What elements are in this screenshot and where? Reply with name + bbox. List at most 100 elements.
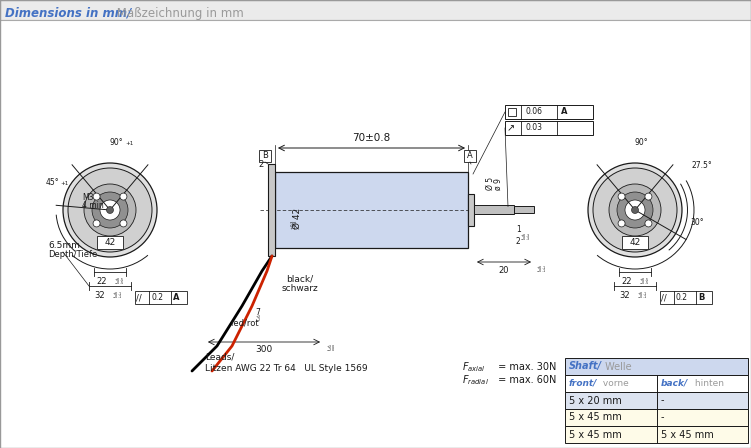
Circle shape [68, 168, 152, 252]
Text: Leads/: Leads/ [205, 353, 234, 362]
Text: $^{+0.1}_{-0.1}$: $^{+0.1}_{-0.1}$ [112, 290, 122, 301]
Text: = max. 30N: = max. 30N [495, 362, 556, 372]
Text: Shaft/: Shaft/ [569, 362, 602, 371]
Circle shape [92, 192, 128, 228]
Text: 2: 2 [516, 237, 520, 246]
Bar [514, 207, 534, 214]
Circle shape [93, 220, 100, 227]
Bar [135, 291, 187, 304]
Text: schwarz: schwarz [282, 284, 318, 293]
Circle shape [588, 163, 682, 257]
Circle shape [84, 184, 136, 236]
Text: B: B [698, 293, 704, 302]
Text: 5 x 45 mm: 5 x 45 mm [569, 430, 622, 439]
Text: 32: 32 [620, 291, 630, 300]
Text: Ø 42: Ø 42 [292, 207, 301, 228]
Text: 7: 7 [255, 308, 260, 317]
Text: ↗: ↗ [507, 123, 515, 133]
Text: -: - [661, 413, 665, 422]
Text: A: A [467, 151, 473, 160]
Bar [565, 392, 748, 409]
Text: 70±0.8: 70±0.8 [352, 133, 391, 143]
Text: 300: 300 [255, 345, 273, 354]
Text: 42: 42 [629, 238, 641, 247]
Text: +1: +1 [60, 181, 68, 186]
Text: 27.5°: 27.5° [692, 161, 713, 170]
Circle shape [593, 168, 677, 252]
Text: 42: 42 [104, 238, 116, 247]
Circle shape [63, 163, 157, 257]
Text: A: A [561, 108, 568, 116]
Text: 22: 22 [97, 277, 107, 286]
Circle shape [107, 207, 113, 214]
Text: red/rot: red/rot [230, 318, 258, 327]
Bar [565, 375, 748, 392]
Text: 20: 20 [499, 266, 509, 275]
Bar [268, 164, 275, 256]
Bar [275, 172, 468, 248]
Bar [259, 150, 271, 162]
Text: 4 min: 4 min [82, 201, 104, 210]
Text: ø 9: ø 9 [494, 178, 503, 190]
Circle shape [645, 220, 652, 227]
Text: 2: 2 [258, 160, 264, 169]
Text: 32: 32 [95, 291, 105, 300]
Text: A: A [173, 293, 179, 302]
Text: Maßzeichnung in mm: Maßzeichnung in mm [113, 7, 244, 20]
Circle shape [120, 220, 127, 227]
Circle shape [625, 200, 645, 220]
Text: $^{+0.1}_{-0.1}$: $^{+0.1}_{-0.1}$ [637, 290, 647, 301]
Bar [508, 108, 516, 116]
Text: = max. 60N: = max. 60N [495, 375, 556, 385]
Text: +1: +1 [126, 141, 134, 146]
Text: $^{+20}_{-20}$: $^{+20}_{-20}$ [326, 343, 335, 354]
Bar [660, 291, 712, 304]
Bar [97, 236, 123, 249]
Text: back/: back/ [661, 379, 688, 388]
Text: $F_{axial}$: $F_{axial}$ [462, 360, 486, 374]
Circle shape [52, 152, 168, 268]
Text: $^{+0.5}_{-0.5}$: $^{+0.5}_{-0.5}$ [114, 276, 124, 287]
Circle shape [617, 192, 653, 228]
Text: Dimensions in mm/: Dimensions in mm/ [5, 7, 131, 20]
Circle shape [577, 152, 693, 268]
Circle shape [645, 193, 652, 200]
Text: black/: black/ [286, 275, 314, 284]
Circle shape [632, 207, 638, 214]
Text: //: // [136, 293, 142, 302]
Text: $^{+0.5}_{-0.5}$: $^{+0.5}_{-0.5}$ [639, 276, 649, 287]
Bar [0, 0, 751, 20]
Bar [468, 194, 474, 226]
Text: 1: 1 [516, 225, 520, 234]
Bar [565, 358, 748, 375]
Circle shape [100, 200, 120, 220]
Text: 90°: 90° [109, 138, 123, 147]
Text: Litzen AWG 22 Tr 64   UL Style 1569: Litzen AWG 22 Tr 64 UL Style 1569 [205, 364, 368, 373]
Bar [474, 206, 514, 215]
Text: 5 x 20 mm: 5 x 20 mm [569, 396, 622, 405]
Text: 30°: 30° [690, 218, 704, 227]
Text: $^{+2}_{-2}$: $^{+2}_{-2}$ [255, 313, 262, 324]
Bar [565, 426, 748, 443]
Text: 90°: 90° [634, 138, 648, 147]
Bar [622, 236, 648, 249]
Circle shape [609, 184, 661, 236]
Text: 6.5mm: 6.5mm [48, 241, 80, 250]
Text: vorne: vorne [600, 379, 629, 388]
Text: 0.2: 0.2 [676, 293, 688, 302]
Text: 0.03: 0.03 [525, 124, 542, 133]
Text: 0.2: 0.2 [151, 293, 163, 302]
Text: Welle: Welle [602, 362, 632, 371]
Text: hinten: hinten [692, 379, 724, 388]
Circle shape [618, 193, 625, 200]
Text: front/: front/ [569, 379, 597, 388]
Text: //: // [661, 293, 667, 302]
Text: B: B [262, 151, 268, 160]
Text: $F_{radial}$: $F_{radial}$ [462, 373, 489, 387]
Circle shape [618, 220, 625, 227]
Circle shape [93, 193, 100, 200]
Bar [565, 409, 748, 426]
Bar [505, 121, 593, 135]
Text: M3: M3 [82, 193, 94, 202]
Text: -: - [661, 396, 665, 405]
